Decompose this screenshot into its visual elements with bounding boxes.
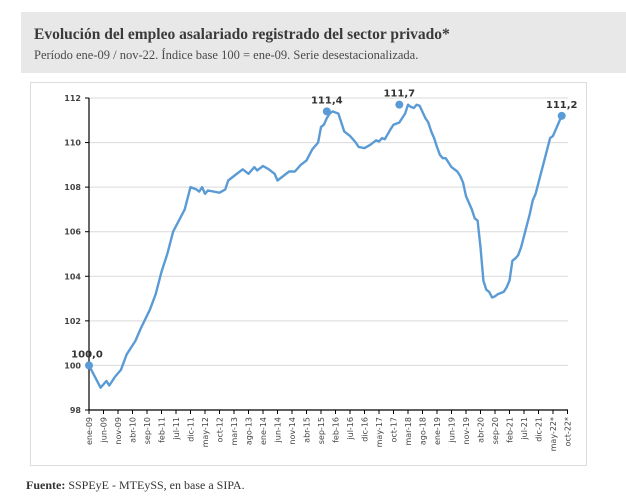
x-axis: ene-09 jun-09 nov-09 abr-10 sep-10 feb-11 jul-… xyxy=(85,409,573,451)
data-label: 100,0 xyxy=(71,349,103,360)
series-line-path xyxy=(87,103,563,389)
x-tick-label: ene-19 xyxy=(433,417,442,445)
x-tick-label: nov-19 xyxy=(462,417,471,445)
x-tick-label: feb-16 xyxy=(332,417,341,443)
y-tick-label: 106 xyxy=(64,228,81,237)
chart-subtitle: Período ene-09 / nov-22. Índice base 100… xyxy=(34,48,419,62)
y-tick-label: 102 xyxy=(64,317,81,326)
chart-title: Evolución del empleo asalariado registra… xyxy=(34,26,450,43)
series-line xyxy=(87,103,563,389)
x-tick-label: ago-18 xyxy=(419,417,428,445)
source-label: Fuente: xyxy=(26,478,66,492)
x-tick-label: dic-21 xyxy=(535,417,544,442)
data-label: 111,2 xyxy=(546,100,578,111)
y-tick-label: 100 xyxy=(64,361,81,370)
source-note: Fuente: SSPEyE - MTEySS, en base a SIPA. xyxy=(26,478,245,493)
y-tick-label: 108 xyxy=(64,183,81,192)
x-tick-label: jul-16 xyxy=(346,417,355,441)
x-tick-label: mar-18 xyxy=(404,417,413,446)
x-tick-label: nov-14 xyxy=(288,417,297,445)
y-tick-label: 104 xyxy=(64,272,81,281)
x-tick-label: oct-17 xyxy=(390,417,399,443)
x-tick-label: may-22* xyxy=(549,417,558,451)
x-tick-label: sep-10 xyxy=(143,417,152,444)
x-tick-label: jul-21 xyxy=(520,417,529,441)
x-tick-label: may-12 xyxy=(201,417,210,447)
x-tick-label: mar-13 xyxy=(230,417,239,446)
x-tick-label: sep-15 xyxy=(317,417,326,444)
chart-frame xyxy=(30,82,587,466)
data-point-marker xyxy=(85,361,93,370)
x-tick-label: jun-09 xyxy=(100,417,109,443)
annotations: 100,0 111,4 111,7 111,2 xyxy=(71,89,578,370)
x-tick-label: dic-11 xyxy=(187,417,196,442)
y-tick-label: 112 xyxy=(64,94,81,103)
y-tick-label: 98 xyxy=(70,406,82,415)
x-tick-label: oct-22* xyxy=(564,417,573,447)
x-tick-label: ene-09 xyxy=(85,417,94,445)
y-axis: 98 100 102 104 106 108 110 112 xyxy=(64,94,90,415)
x-tick-label: jul-11 xyxy=(172,417,181,441)
x-tick-label: jun-14 xyxy=(274,417,283,443)
x-tick-label: feb-21 xyxy=(506,417,515,443)
x-tick-label: abr-15 xyxy=(303,417,312,443)
x-tick-label: sep-20 xyxy=(491,417,500,444)
x-tick-label: abr-10 xyxy=(129,417,138,443)
x-tick-label: ene-14 xyxy=(259,417,268,445)
x-tick-label: may-17 xyxy=(375,417,384,447)
x-tick-label: ago-13 xyxy=(245,417,254,445)
data-point-marker xyxy=(395,100,404,109)
chart-header: Evolución del empleo asalariado registra… xyxy=(21,12,626,73)
x-tick-label: jun-19 xyxy=(448,417,457,443)
x-tick-label: dic-16 xyxy=(361,417,370,442)
source-text: SSPEyE - MTEySS, en base a SIPA. xyxy=(65,478,245,492)
x-tick-label: oct-12 xyxy=(216,417,225,443)
data-point-marker xyxy=(557,111,566,120)
data-label: 111,7 xyxy=(383,89,415,100)
y-tick-label: 110 xyxy=(64,139,81,148)
x-tick-label: abr-20 xyxy=(477,417,486,443)
data-point-marker xyxy=(322,107,331,116)
x-tick-label: nov-09 xyxy=(114,417,123,445)
x-tick-label: feb-11 xyxy=(158,417,167,443)
data-label: 111,4 xyxy=(311,95,343,106)
gridlines xyxy=(89,97,568,366)
